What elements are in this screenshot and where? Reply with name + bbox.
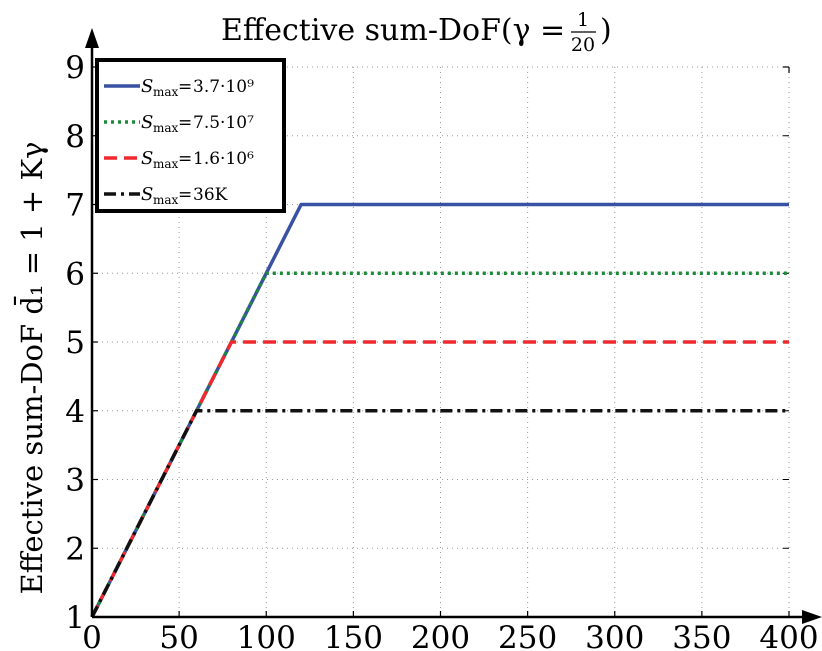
y-tick-label: 4 xyxy=(65,394,85,430)
legend-symbol: S xyxy=(141,76,153,97)
y-ticks: 1 2 3 4 5 6 7 8 9 xyxy=(65,50,98,636)
title-close: ) xyxy=(600,13,612,48)
y-tick-label: 6 xyxy=(65,256,85,292)
title-fraction-denominator: 20 xyxy=(571,34,595,56)
plot-area xyxy=(90,202,789,618)
series-line xyxy=(90,340,789,618)
legend-equals: = xyxy=(178,113,192,133)
x-tick-label: 100 xyxy=(237,620,296,651)
legend-subscript: max xyxy=(153,121,179,135)
y-tick-label: 8 xyxy=(65,119,85,155)
legend-equals: = xyxy=(178,149,192,169)
y-tick-label: 5 xyxy=(65,325,85,361)
x-tick-label: 350 xyxy=(672,620,731,651)
x-tick-label: 300 xyxy=(585,620,644,651)
y-tick-label: 1 xyxy=(65,600,85,636)
legend-symbol: S xyxy=(141,148,153,169)
legend-symbol: S xyxy=(141,184,153,205)
legend-value: 3.7·10⁹ xyxy=(193,77,254,97)
legend-value: 1.6·10⁶ xyxy=(193,149,254,169)
legend-subscript: max xyxy=(153,157,179,171)
y-axis-arrowhead xyxy=(85,28,99,48)
legend-value: 36K xyxy=(193,185,228,205)
chart-title: Effective sum-DoF(γ = 1 20 ) xyxy=(221,9,612,56)
y-tick-label: 2 xyxy=(65,531,85,567)
legend-value: 7.5·10⁷ xyxy=(193,113,254,133)
x-ticks: 0 50 100 150 200 250 300 350 400 xyxy=(82,611,819,651)
x-tick-label: 200 xyxy=(411,620,470,651)
y-tick-label: 3 xyxy=(65,463,85,499)
legend-equals: = xyxy=(178,77,192,97)
series-line xyxy=(90,271,789,618)
x-tick-label: 150 xyxy=(324,620,383,651)
x-tick-label: 50 xyxy=(159,620,198,651)
y-tick-label: 9 xyxy=(65,50,85,86)
title-fraction-numerator: 1 xyxy=(577,9,589,31)
y-axis-label: Effective sum-DoF d̄₁ = 1 + Kγ xyxy=(13,142,49,595)
x-axis-arrowhead xyxy=(802,610,822,624)
legend-subscript: max xyxy=(153,193,179,207)
series-line xyxy=(90,409,789,618)
legend-subscript: max xyxy=(153,85,179,99)
legend-equals: = xyxy=(178,185,192,205)
title-main: Effective sum-DoF(γ = xyxy=(221,13,565,48)
x-tick-label: 0 xyxy=(82,620,102,651)
x-tick-label: 400 xyxy=(759,620,818,651)
y-tick-label: 7 xyxy=(65,188,85,224)
legend-symbol: S xyxy=(141,112,153,133)
x-tick-label: 250 xyxy=(498,620,557,651)
